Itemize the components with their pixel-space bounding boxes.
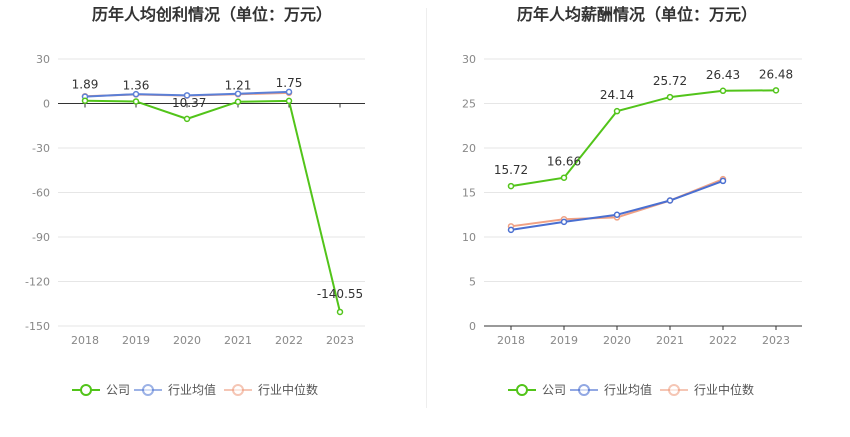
y-tick-label: 25	[462, 98, 476, 111]
y-tick-label: 10	[462, 231, 476, 244]
data-point	[666, 197, 674, 204]
data-point	[772, 87, 780, 94]
series-line-company	[510, 89, 777, 188]
data-point	[132, 98, 140, 105]
x-tick-label: 2022	[275, 334, 303, 347]
series-line-company	[84, 99, 341, 313]
data-point	[183, 92, 191, 99]
x-tick-label: 2019	[550, 334, 578, 347]
data-point	[234, 90, 242, 97]
legend-swatch-marker	[578, 384, 590, 396]
legend-item-industry-median: 行业中位数	[224, 382, 318, 397]
x-tick-label: 2022	[709, 334, 737, 347]
legend-swatch-marker	[80, 384, 92, 396]
y-tick-label: 30	[462, 53, 476, 66]
x-tick-label: 2018	[497, 334, 525, 347]
data-label: 1.75	[276, 76, 303, 90]
data-point	[336, 308, 344, 316]
legend-label: 行业均值	[604, 382, 652, 397]
x-tick-label: 2021	[656, 334, 684, 347]
x-tick-label: 2023	[326, 334, 354, 347]
data-point	[285, 88, 293, 96]
y-tick-label: 0	[43, 98, 50, 111]
legend-swatch-marker	[142, 384, 154, 396]
x-tick-label: 2020	[173, 334, 201, 347]
y-tick-label: -60	[32, 187, 50, 200]
data-point	[560, 174, 568, 181]
data-label: 1.36	[123, 78, 150, 92]
data-point	[81, 97, 89, 104]
chart-divider	[426, 8, 427, 408]
salary-chart: 历年人均薪酬情况（单位：万元） 30 25 20 15 10 5 0 2018 2019 2020 2…	[462, 5, 802, 397]
y-tick-label: -90	[32, 231, 50, 244]
data-point	[719, 177, 727, 185]
legend-swatch-marker	[232, 384, 244, 396]
legend-item-industry-median: 行业中位数	[660, 382, 754, 397]
legend-swatch-marker	[516, 384, 528, 396]
x-tick-label: 2019	[122, 334, 150, 347]
data-point	[132, 90, 140, 98]
data-point	[183, 115, 191, 123]
data-label: 24.14	[600, 88, 634, 102]
x-tick-label: 2018	[71, 334, 99, 347]
chart-title: 历年人均薪酬情况（单位：万元）	[517, 5, 757, 24]
legend-label: 行业中位数	[258, 382, 318, 397]
legend-swatch-marker	[668, 384, 680, 396]
legend-label: 公司	[542, 383, 566, 397]
data-point	[666, 93, 674, 101]
data-point	[719, 87, 727, 95]
y-tick-label: 0	[469, 320, 476, 333]
data-point	[285, 97, 293, 105]
y-tick-label: -120	[25, 276, 50, 289]
data-label: 1.89	[72, 78, 99, 92]
chart-title: 历年人均创利情况（单位：万元）	[92, 5, 332, 24]
y-tick-label: -30	[32, 142, 50, 155]
legend-item-company: 公司	[72, 383, 130, 397]
data-point	[613, 211, 621, 218]
y-tick-label: 30	[36, 53, 50, 66]
data-label: 26.48	[759, 67, 793, 81]
data-label: 26.43	[706, 68, 740, 82]
x-tick-label: 2023	[762, 334, 790, 347]
data-label: 16.66	[547, 155, 581, 169]
legend-item-industry-mean: 行业均值	[134, 382, 216, 397]
legend-item-company: 公司	[508, 383, 566, 397]
data-point	[507, 226, 515, 234]
x-tick-label: 2021	[224, 334, 252, 347]
y-tick-label: -150	[25, 320, 50, 333]
data-point	[560, 218, 568, 226]
y-tick-label: 20	[462, 142, 476, 155]
x-tick-label: 2020	[603, 334, 631, 347]
data-point	[234, 98, 242, 105]
data-label: -10.37	[168, 96, 207, 110]
data-label: 25.72	[653, 74, 687, 88]
legend-label: 行业均值	[168, 382, 216, 397]
data-point	[613, 107, 621, 115]
profit-chart: 历年人均创利情况（单位：万元） 30 0 -30 -60 -90 -120 -150 2018 2…	[25, 5, 365, 397]
data-label: -140.55	[317, 287, 363, 301]
legend-label: 公司	[106, 383, 130, 397]
legend-item-industry-mean: 行业均值	[570, 382, 652, 397]
y-tick-label: 15	[462, 187, 476, 200]
legend-label: 行业中位数	[694, 382, 754, 397]
y-tick-label: 5	[469, 276, 476, 289]
data-label: 15.72	[494, 163, 528, 177]
data-point	[507, 182, 515, 190]
data-label: 1.21	[225, 79, 252, 93]
